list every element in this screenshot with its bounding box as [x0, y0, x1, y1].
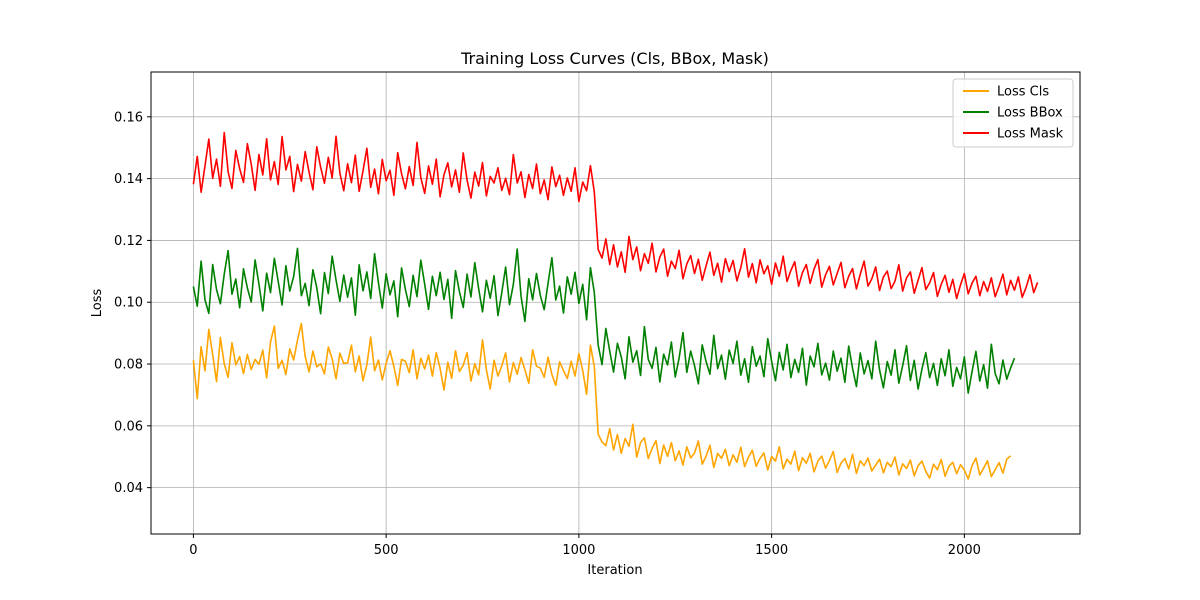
plot-frame — [150, 71, 1081, 535]
y-tick-label: 0.16 — [114, 110, 143, 125]
legend-label: Loss Cls — [997, 85, 1049, 100]
x-tick-label: 0 — [189, 543, 197, 558]
y-tick-label: 0.12 — [114, 234, 143, 249]
chart-title: Training Loss Curves (Cls, BBox, Mask) — [460, 49, 769, 68]
series-lines — [192, 131, 1039, 480]
x-tick-label: 1500 — [755, 543, 788, 558]
y-tick-label: 0.04 — [114, 481, 143, 496]
series-line-loss-mask — [192, 131, 1039, 300]
legend-label: Loss BBox — [997, 106, 1063, 121]
y-ticks: 0.04 0.06 0.08 0.10 0.12 0.14 0.16 — [114, 110, 151, 496]
x-tick-label: 500 — [374, 543, 399, 558]
legend-items: Loss Cls Loss BBox Loss Mask — [963, 85, 1064, 142]
x-tick-label: 2000 — [948, 543, 981, 558]
y-tick-label: 0.06 — [114, 419, 143, 434]
series-line-loss-bbox — [192, 247, 1016, 394]
y-tick-label: 0.14 — [114, 172, 143, 187]
legend: Loss Cls Loss BBox Loss Mask — [952, 78, 1074, 148]
x-tick-label: 1000 — [562, 543, 595, 558]
legend-box — [952, 78, 1074, 148]
series-line-loss-cls — [192, 322, 1012, 480]
y-tick-label: 0.10 — [114, 296, 143, 311]
y-tick-label: 0.08 — [114, 358, 143, 373]
y-axis-label: Loss — [90, 289, 105, 318]
x-ticks: 0 500 1000 1500 2000 — [189, 534, 981, 558]
legend-label: Loss Mask — [997, 127, 1064, 142]
x-axis-label: Iteration — [587, 563, 642, 578]
